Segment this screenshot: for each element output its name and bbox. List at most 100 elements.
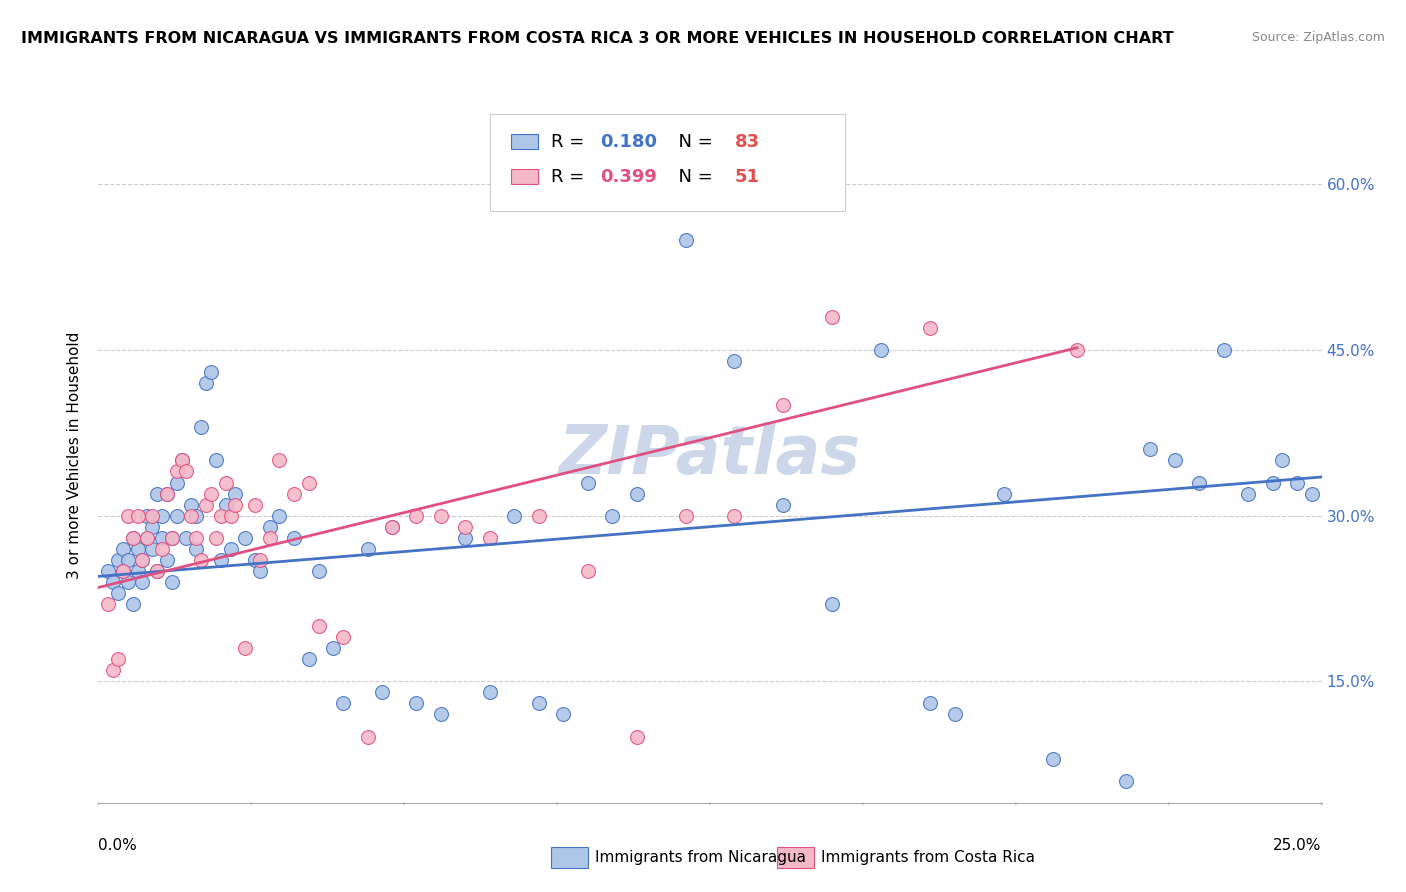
Point (209, 553, 232, 567)
Point (723, 508, 745, 523)
Point (943, 707, 966, 722)
Point (1164, 453, 1187, 467)
FancyBboxPatch shape (778, 847, 814, 868)
Point (186, 531, 208, 545)
Point (870, 343, 893, 357)
Point (249, 553, 271, 567)
Point (160, 531, 183, 545)
Point (141, 541, 163, 556)
Point (141, 519, 163, 533)
Point (322, 641, 344, 656)
Point (356, 541, 378, 556)
Point (308, 619, 330, 633)
Point (283, 486, 305, 500)
Point (1237, 486, 1260, 500)
Point (219, 508, 242, 523)
Point (209, 508, 232, 523)
Point (186, 508, 208, 523)
Point (478, 531, 501, 545)
Point (195, 498, 218, 512)
Point (101, 574, 124, 589)
Point (121, 531, 143, 545)
Point (141, 508, 163, 523)
Point (136, 508, 159, 523)
Point (127, 541, 149, 556)
Text: 51: 51 (734, 168, 759, 186)
Point (298, 475, 321, 490)
Point (127, 564, 149, 578)
Point (166, 465, 188, 479)
Text: ZIPatlas: ZIPatlas (560, 422, 860, 488)
Point (186, 541, 208, 556)
Point (675, 508, 697, 523)
Text: R =: R = (551, 133, 591, 151)
Point (332, 630, 354, 644)
Point (283, 531, 305, 545)
Point (136, 531, 159, 545)
Point (166, 475, 188, 490)
Point (1115, 773, 1137, 788)
Point (117, 508, 139, 523)
Point (121, 597, 143, 611)
Point (101, 663, 124, 677)
Point (821, 310, 844, 324)
Point (553, 707, 575, 722)
Point (156, 553, 179, 567)
Point (626, 486, 648, 500)
Text: N =: N = (668, 133, 718, 151)
Point (1042, 751, 1064, 765)
Text: R =: R = (551, 168, 591, 186)
Text: Immigrants from Costa Rica: Immigrants from Costa Rica (821, 849, 1035, 864)
Point (600, 508, 623, 523)
Point (111, 541, 134, 556)
Point (166, 508, 188, 523)
Point (405, 508, 427, 523)
Text: N =: N = (668, 168, 718, 186)
Text: Immigrants from Nicaragua: Immigrants from Nicaragua (595, 849, 806, 864)
Point (1139, 442, 1161, 457)
Point (146, 564, 169, 578)
Point (1271, 453, 1294, 467)
Point (136, 531, 159, 545)
Point (259, 531, 281, 545)
Text: Source: ZipAtlas.com: Source: ZipAtlas.com (1251, 31, 1385, 45)
Point (176, 531, 198, 545)
Point (269, 453, 291, 467)
Point (150, 531, 173, 545)
FancyBboxPatch shape (510, 169, 537, 185)
Point (131, 553, 153, 567)
Point (920, 321, 942, 335)
Point (107, 586, 129, 600)
Point (97, 597, 120, 611)
Point (1188, 475, 1211, 490)
Point (1212, 343, 1234, 357)
Point (131, 553, 153, 567)
Point (121, 531, 143, 545)
Point (1066, 343, 1088, 357)
Point (243, 498, 266, 512)
Point (308, 564, 330, 578)
FancyBboxPatch shape (551, 847, 588, 868)
FancyBboxPatch shape (510, 134, 537, 150)
Point (356, 730, 378, 744)
Point (1286, 475, 1309, 490)
Point (160, 531, 183, 545)
Point (200, 365, 222, 379)
Text: IMMIGRANTS FROM NICARAGUA VS IMMIGRANTS FROM COSTA RICA 3 OR MORE VEHICLES IN HO: IMMIGRANTS FROM NICARAGUA VS IMMIGRANTS … (21, 31, 1174, 46)
Point (233, 641, 256, 656)
Point (772, 398, 794, 412)
Point (381, 519, 404, 533)
Point (527, 697, 550, 711)
Point (1261, 475, 1284, 490)
Point (131, 574, 153, 589)
Text: 83: 83 (734, 133, 759, 151)
Point (200, 486, 222, 500)
Point (993, 486, 1015, 500)
Point (224, 486, 246, 500)
Text: 0.0%: 0.0% (98, 838, 138, 853)
Point (243, 553, 266, 567)
Point (117, 553, 139, 567)
Point (117, 574, 139, 589)
Point (170, 453, 193, 467)
Point (214, 475, 236, 490)
